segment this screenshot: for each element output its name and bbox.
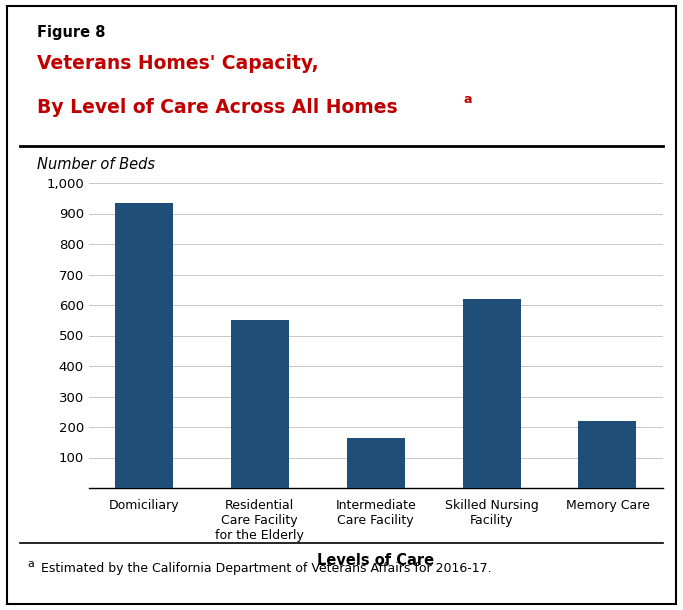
Text: Figure 8: Figure 8 [36, 25, 105, 40]
Bar [115, 203, 173, 488]
Text: a: a [27, 559, 33, 569]
Text: a: a [464, 93, 472, 106]
Bar [462, 299, 520, 488]
Bar [579, 421, 637, 488]
Text: Number of Beds: Number of Beds [36, 157, 154, 172]
Text: Veterans Homes' Capacity,: Veterans Homes' Capacity, [36, 54, 318, 73]
Text: By Level of Care Across All Homes: By Level of Care Across All Homes [36, 98, 398, 117]
Text: Estimated by the California Department of Veterans Affairs for 2016-17.: Estimated by the California Department o… [36, 562, 491, 575]
Bar [347, 438, 404, 488]
X-axis label: Levels of Care: Levels of Care [317, 553, 434, 569]
Bar [231, 320, 289, 488]
